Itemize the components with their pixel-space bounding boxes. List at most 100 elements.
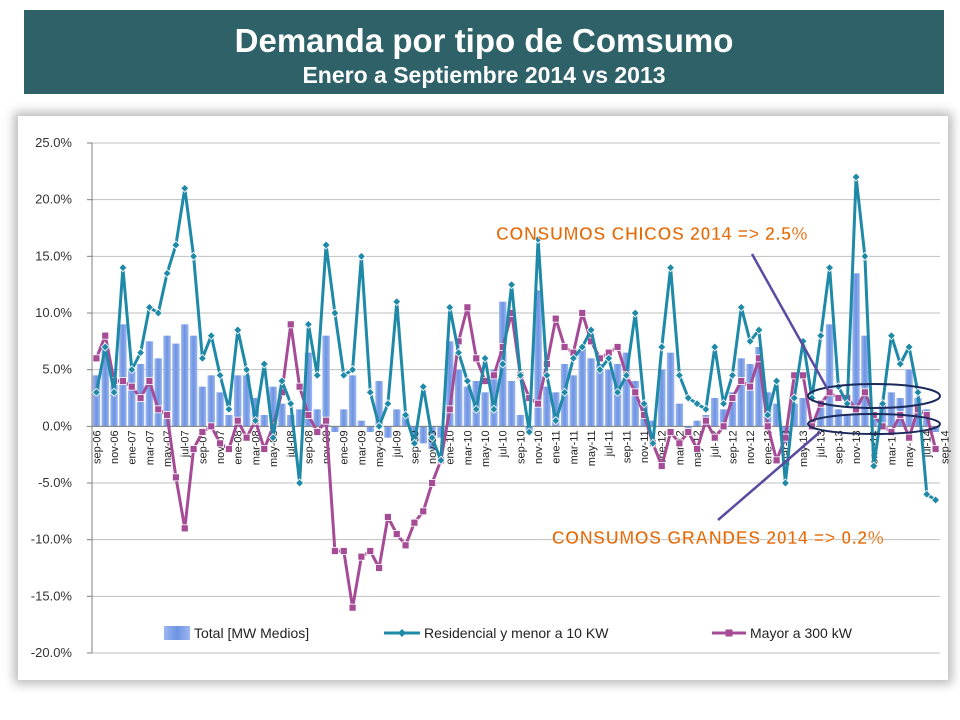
residencial-point <box>524 427 534 437</box>
mayor-point <box>286 320 295 329</box>
mayor-point <box>728 394 737 402</box>
bar-total <box>92 375 101 427</box>
mayor-point <box>180 524 189 533</box>
bar-total <box>198 386 207 427</box>
mayor-point <box>322 416 330 425</box>
bar-total <box>269 386 277 427</box>
x-tick-label: ene-08 <box>233 430 245 464</box>
mayor-point <box>401 541 410 550</box>
bar-total <box>454 369 463 427</box>
bar-total <box>755 347 763 427</box>
x-tick-label: jul-10 <box>498 430 510 458</box>
x-tick-label: sep-13 <box>833 430 845 464</box>
mayor-point <box>331 547 339 555</box>
mayor-point <box>304 411 313 419</box>
residencial-point <box>242 365 252 375</box>
mayor-point <box>357 552 366 561</box>
highlight-ellipse-grandes <box>807 413 941 435</box>
residencial-point <box>303 319 313 329</box>
residencial-point <box>374 421 384 431</box>
bar-total <box>578 347 586 427</box>
residencial-point <box>489 404 499 414</box>
residencial-point <box>772 376 782 386</box>
residencial-point <box>692 399 702 409</box>
bar-total <box>128 369 136 427</box>
bar-total <box>446 341 454 427</box>
arrow-chicos <box>750 253 830 391</box>
bar-total <box>181 324 189 427</box>
residencial-point <box>91 387 101 397</box>
x-tick-label: nov-06 <box>109 430 121 464</box>
bar-total <box>357 420 366 427</box>
bar-total <box>931 426 940 432</box>
bar-total <box>101 347 109 427</box>
mayor-point <box>207 422 216 431</box>
residencial-point <box>630 308 640 318</box>
mayor-point <box>136 394 145 402</box>
residencial-point <box>356 251 366 261</box>
y-tick-label: 10.0% <box>35 305 72 320</box>
mayor-point <box>799 371 807 380</box>
residencial-point <box>109 387 119 397</box>
bar-total <box>534 290 542 427</box>
legend-swatch-total <box>164 626 190 640</box>
residencial-point <box>674 370 684 380</box>
mayor-point <box>578 309 587 317</box>
mayor-point <box>119 377 127 385</box>
residencial-point <box>286 399 296 409</box>
residencial-point <box>931 495 941 505</box>
mayor-point <box>534 399 542 408</box>
residencial-point <box>462 376 472 386</box>
bar-total <box>437 426 445 438</box>
residencial-point <box>418 382 428 392</box>
x-tick-label: mar-08 <box>250 430 262 465</box>
mayor-point <box>260 445 269 453</box>
mayor-point <box>392 530 401 538</box>
mayor-point <box>710 433 719 442</box>
residencial-point <box>851 172 861 182</box>
residencial-point <box>471 404 481 414</box>
y-tick-label: 20.0% <box>35 192 72 207</box>
residencial-point <box>250 416 260 426</box>
bar-total <box>410 426 419 438</box>
bar-total <box>278 403 286 427</box>
residencial-point <box>860 251 870 261</box>
bar-total <box>340 409 348 427</box>
bar-total <box>331 426 339 432</box>
legend-label-residencial: Residencial y menor a 10 KW <box>424 625 609 641</box>
residencial-point <box>895 359 905 369</box>
bar-total <box>772 403 781 427</box>
mayor-point <box>313 428 322 436</box>
y-tick-label: -5.0% <box>38 475 72 490</box>
x-tick-label: may-10 <box>480 430 492 467</box>
mayor-point <box>852 405 860 414</box>
y-tick-label: -20.0% <box>31 645 73 660</box>
residencial-point <box>392 297 402 307</box>
residencial-point <box>586 325 596 335</box>
mayor-point <box>931 445 940 453</box>
x-tick-label: sep-11 <box>621 430 633 463</box>
mayor-point <box>101 331 110 340</box>
residencial-point <box>666 263 676 273</box>
bar-total <box>304 352 313 427</box>
bar-total <box>861 335 869 427</box>
residencial-point <box>560 387 570 397</box>
residencial-point <box>745 336 755 346</box>
mayor-point <box>384 513 392 521</box>
residencial-point <box>710 342 720 352</box>
bar-total <box>622 352 631 427</box>
annotation-grandes: CONSUMOS GRANDES 2014 => 0.2% <box>552 528 885 548</box>
mayor-point <box>216 439 224 448</box>
residencial-point <box>206 331 216 341</box>
mayor-point <box>746 382 754 391</box>
mayor-point <box>825 388 834 397</box>
residencial-point <box>507 280 517 290</box>
residencial-point <box>348 365 358 375</box>
bar-total <box>366 426 374 432</box>
bar-total <box>207 375 215 427</box>
mayor-point <box>145 377 154 385</box>
bar-total <box>834 409 843 427</box>
residencial-point <box>568 353 578 363</box>
residencial-point <box>727 370 737 380</box>
residencial-point <box>613 387 623 397</box>
